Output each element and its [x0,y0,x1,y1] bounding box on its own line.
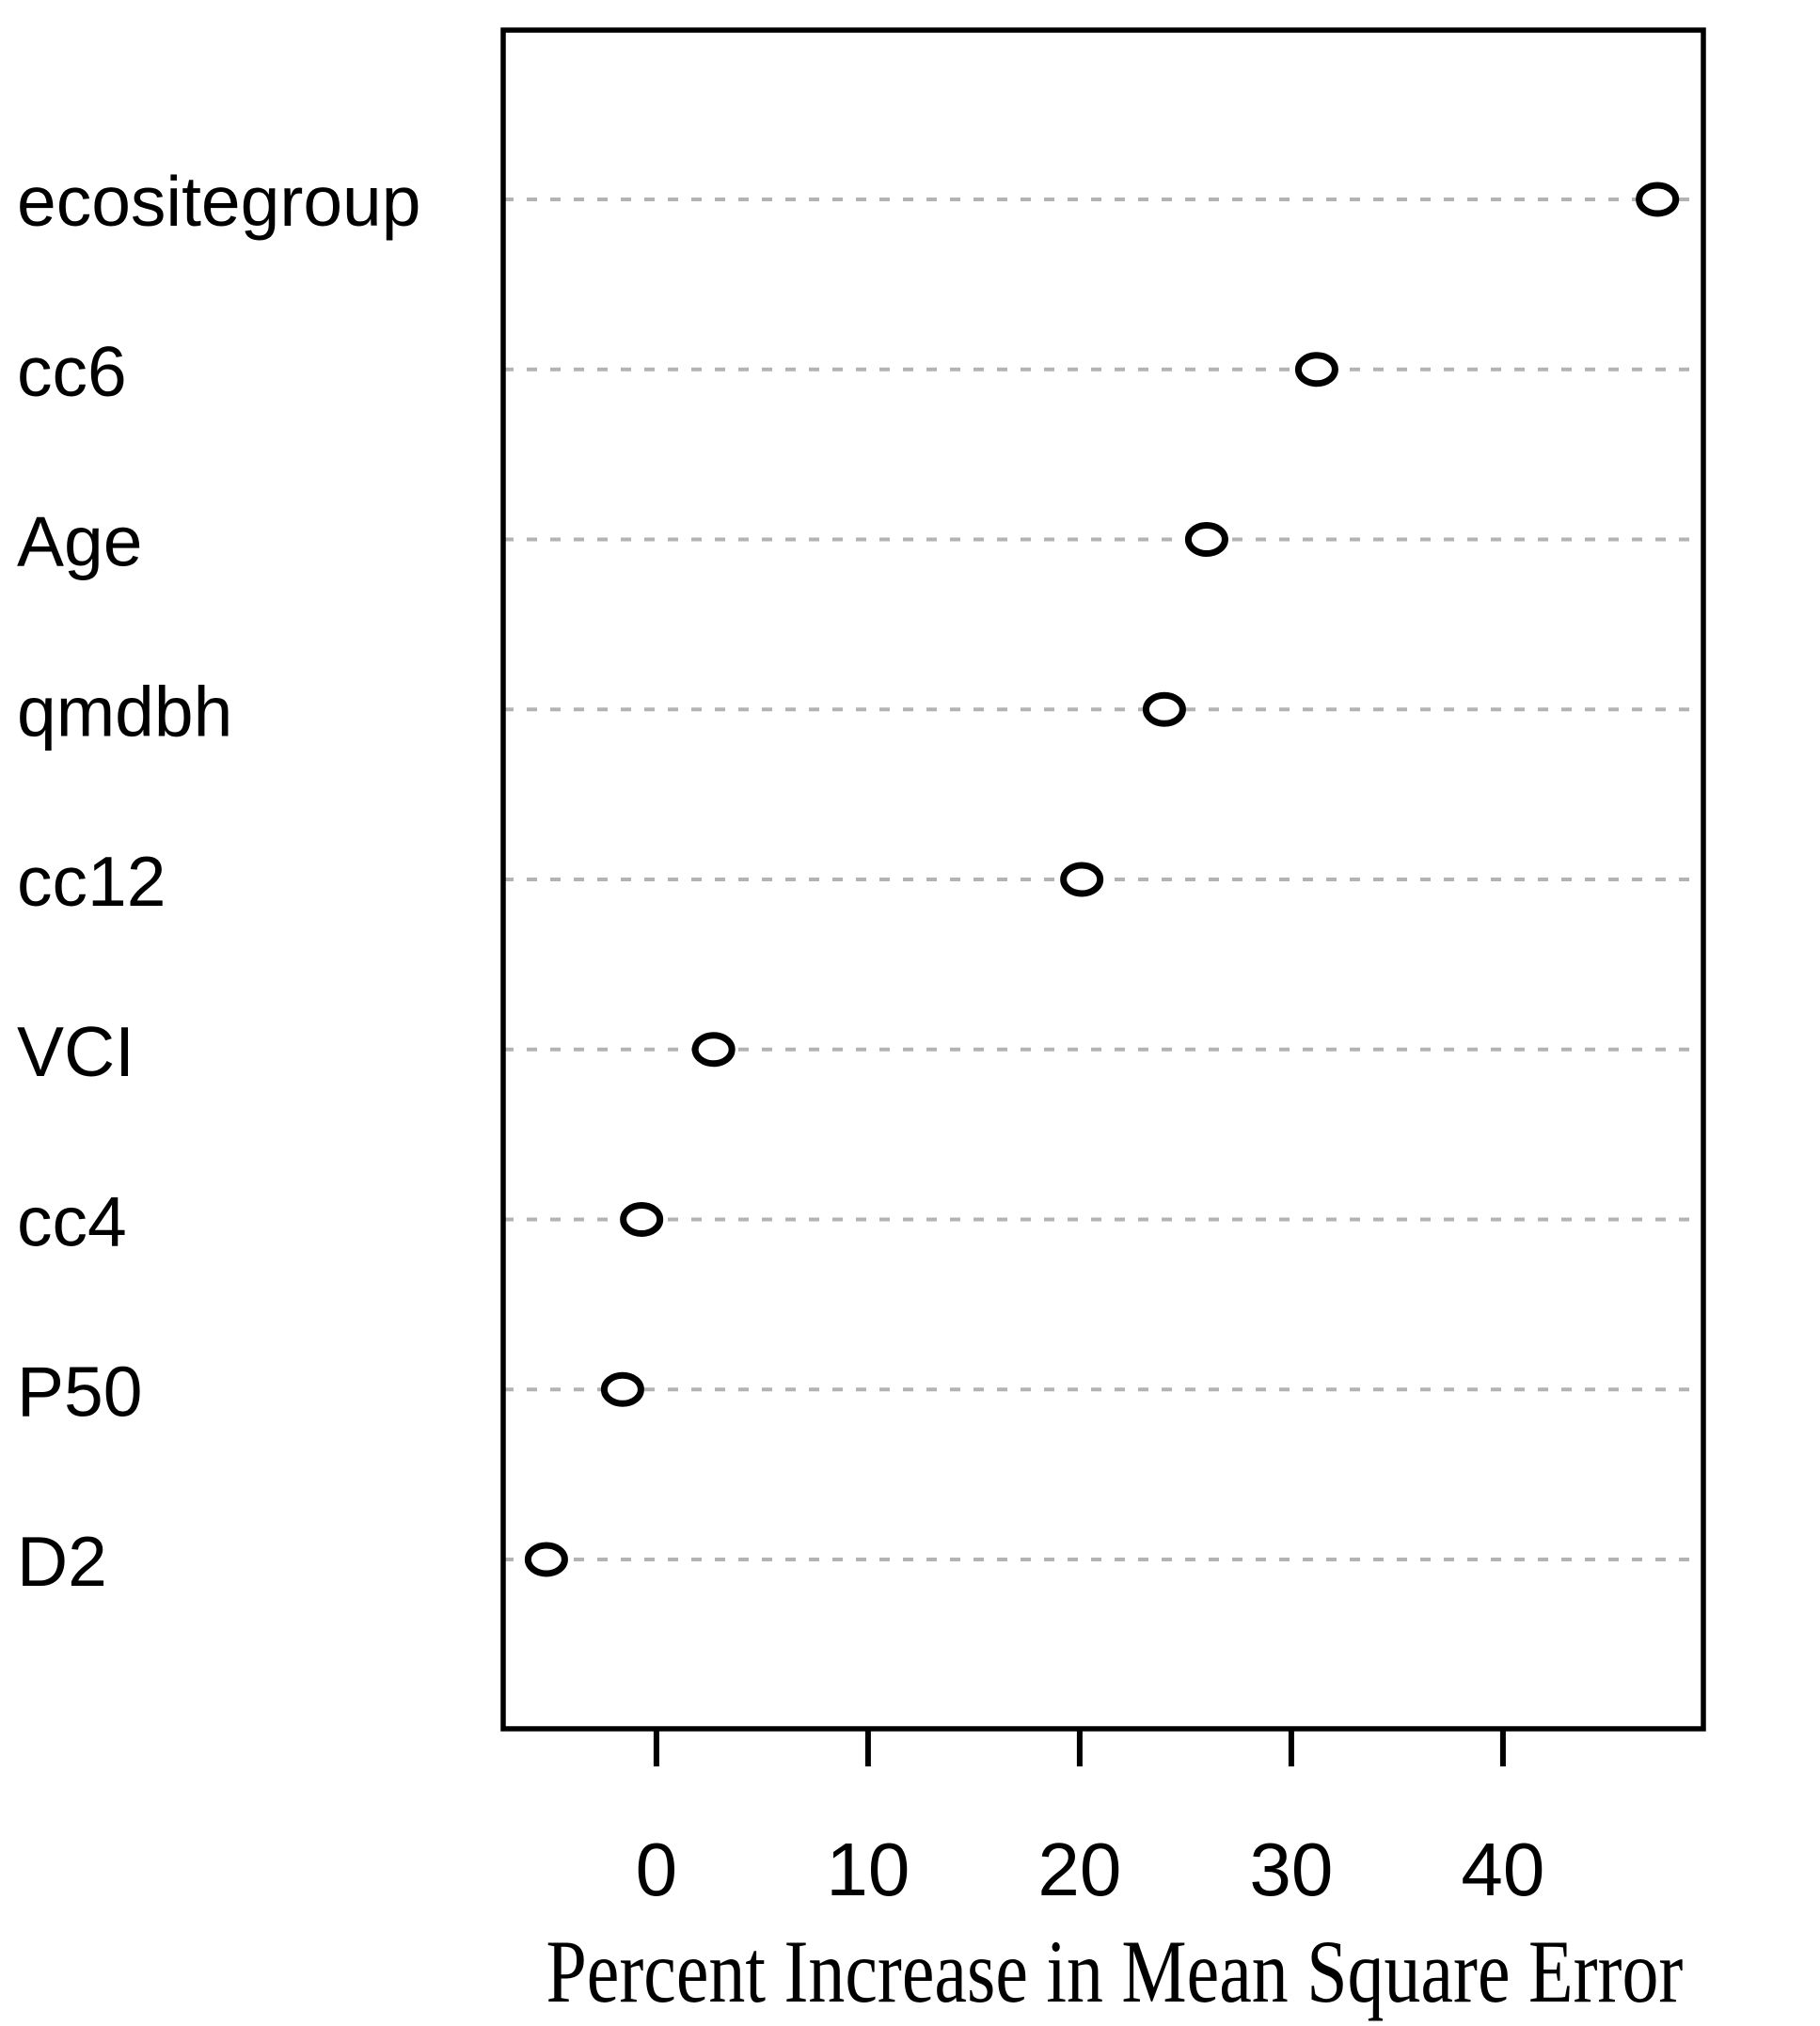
y-category-label: cc6 [17,332,127,411]
x-axis-tick-labels-group: 0 10 20 30 40 [636,1828,1545,1911]
y-category-label: cc12 [17,842,166,921]
data-point [1184,522,1228,557]
y-category-label: D2 [17,1522,107,1601]
data-point [1636,182,1680,217]
y-category-label: P50 [17,1352,142,1431]
x-tick-label: 0 [636,1828,678,1911]
plot-border-box [500,27,1706,1732]
data-points-group [524,182,1680,1577]
data-point [524,1542,568,1577]
x-axis-title-wrap: Percent Increase in Mean Square Error [546,1923,1683,2021]
x-axis-ticks-group [653,1729,1506,1766]
data-point [1142,691,1186,727]
x-tick-label: 40 [1461,1828,1544,1911]
data-point [1060,862,1104,897]
y-axis-category-labels-group: ecositegroup cc6 Age qmdbh cc12 VCI cc4 P50 D2 [17,162,420,1601]
x-tick-label: 30 [1249,1828,1333,1911]
data-point [620,1202,664,1237]
y-category-label: VCI [17,1012,135,1091]
data-point [1294,352,1338,388]
x-tick-label: 20 [1037,1828,1121,1911]
y-category-label: qmdbh [17,672,232,751]
y-category-label: Age [17,502,142,581]
x-tick-label: 10 [826,1828,910,1911]
data-point [691,1032,736,1068]
data-point [600,1371,644,1407]
y-category-label: ecositegroup [17,162,420,241]
y-category-label: cc4 [17,1182,127,1261]
x-axis-title: Percent Increase in Mean Square Error [546,1923,1683,2021]
